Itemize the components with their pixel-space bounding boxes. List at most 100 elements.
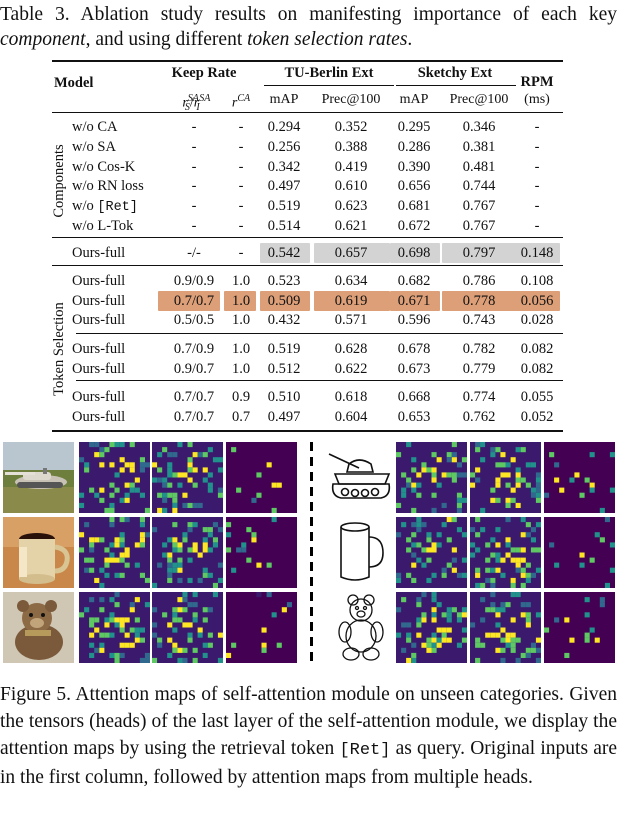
rs-sup: SA bbox=[187, 93, 199, 104]
cell-sk-map: 0.668 bbox=[397, 389, 431, 405]
table-caption-emphasis-component: component bbox=[0, 29, 86, 50]
photo-sketch-separator bbox=[310, 442, 313, 664]
cell-tu-map: 0.432 bbox=[267, 312, 301, 328]
cell-tu-map: 0.519 bbox=[267, 341, 301, 357]
attention-map-tile bbox=[79, 592, 150, 663]
sketch-tank bbox=[323, 442, 399, 513]
cell-model: w/o RN loss bbox=[72, 178, 144, 195]
highlight-rpm bbox=[514, 290, 560, 311]
tank-sketch-icon bbox=[328, 453, 391, 499]
ri-symbol: r bbox=[193, 95, 200, 111]
cell-sk-prec: 0.743 bbox=[462, 312, 496, 328]
cell-tu-prec: 0.604 bbox=[334, 408, 368, 425]
cell-sk-prec: 0.767 bbox=[462, 218, 496, 234]
cell-rca: 1.0 bbox=[231, 312, 251, 328]
header-sk-map: mAP bbox=[399, 92, 429, 107]
group-label-components: Components bbox=[51, 144, 67, 218]
mug-photo-icon bbox=[3, 517, 74, 588]
cell-model: Ours-full bbox=[72, 408, 126, 425]
table-caption-prefix: Table 3. Ablation study results on manif… bbox=[0, 4, 617, 25]
cell-sk-map: 0.390 bbox=[397, 158, 431, 175]
group-label-token-selection: Token Selection bbox=[51, 302, 67, 396]
cell-rca: - bbox=[238, 158, 244, 175]
cell-tu-map: 0.294 bbox=[267, 119, 301, 135]
cell-keep: 0.9/0.9 bbox=[173, 273, 215, 289]
cell-rca: - bbox=[238, 245, 244, 261]
cell-keep: 0.7/0.7 bbox=[173, 408, 215, 425]
cell-model: w/o Cos-K bbox=[72, 158, 136, 175]
header-sk-prec: Prec@100 bbox=[449, 92, 509, 107]
attention-map-tile bbox=[544, 592, 615, 663]
rca-symbol: r bbox=[231, 95, 238, 111]
cell-sk-map: 0.681 bbox=[397, 198, 431, 215]
cell-rpm: - bbox=[534, 178, 540, 195]
cell-keep: 0.7/0.7 bbox=[173, 389, 215, 405]
cell-tu-prec: 0.634 bbox=[334, 273, 368, 289]
cell-sk-prec: 0.744 bbox=[462, 178, 496, 195]
rs-symbol: r bbox=[182, 95, 188, 111]
highlight-rca bbox=[224, 290, 256, 311]
cell-rca: 1.0 bbox=[231, 341, 251, 357]
cell-tu-map: 0.512 bbox=[267, 360, 301, 377]
cell-sk-prec: 0.381 bbox=[462, 138, 496, 155]
cell-tu-map: 0.497 bbox=[267, 178, 301, 195]
header-rs-ri: rSAS/rSAI bbox=[156, 90, 226, 113]
photo-tank bbox=[3, 442, 74, 513]
table-caption-suffix: . bbox=[407, 29, 413, 50]
header-rpm: RPM bbox=[520, 74, 554, 90]
rs-sub: S bbox=[184, 102, 190, 114]
cell-tu-prec: 0.619 bbox=[334, 292, 368, 309]
photo-mug bbox=[3, 517, 74, 588]
cell-sk-map: 0.682 bbox=[397, 273, 431, 289]
cell-tu-map: 0.542 bbox=[267, 245, 301, 261]
cell-keep: -/- bbox=[187, 245, 201, 261]
cell-rpm: 0.108 bbox=[520, 273, 554, 289]
cell-rpm: 0.082 bbox=[520, 360, 554, 377]
highlight-sk_prec bbox=[442, 290, 518, 311]
cell-tu-map: 0.519 bbox=[267, 198, 301, 215]
cell-tu-map: 0.509 bbox=[267, 292, 301, 309]
ri-sub: I bbox=[196, 102, 200, 114]
cell-tu-map: 0.514 bbox=[267, 218, 301, 234]
highlight-tu_prec bbox=[314, 243, 390, 263]
ablation-table: Model Keep Rate TU-Berlin Ext Sketchy Ex… bbox=[51, 60, 563, 432]
cell-rpm: - bbox=[534, 218, 540, 234]
cell-sk-prec: 0.782 bbox=[462, 341, 496, 357]
cell-sk-prec: 0.778 bbox=[462, 292, 496, 309]
cell-sk-map: 0.596 bbox=[397, 312, 431, 328]
token-group-rule-1 bbox=[76, 333, 563, 334]
cell-sk-prec: 0.762 bbox=[462, 408, 496, 425]
cell-keep: 0.5/0.5 bbox=[173, 312, 215, 328]
sketchy-underline bbox=[396, 85, 516, 86]
figure-caption-text-1: Figure 5. Attention maps of self-attenti… bbox=[0, 684, 617, 759]
teddy-photo-icon bbox=[3, 592, 74, 663]
cell-sk-prec: 0.346 bbox=[462, 119, 496, 135]
cell-sk-map: 0.295 bbox=[397, 119, 431, 135]
highlight-sk_prec bbox=[442, 243, 518, 263]
cell-tu-prec: 0.657 bbox=[334, 245, 368, 261]
cell-tu-prec: 0.618 bbox=[334, 389, 368, 405]
header-model: Model bbox=[54, 75, 94, 91]
cell-keep: - bbox=[191, 119, 197, 135]
figure-caption: Figure 5. Attention maps of self-attenti… bbox=[0, 681, 617, 791]
cell-tu-prec: 0.352 bbox=[334, 119, 368, 135]
cell-model: Ours-full bbox=[72, 292, 126, 309]
cell-rpm: 0.082 bbox=[520, 341, 554, 357]
cell-model: w/o SA bbox=[72, 138, 116, 155]
cell-rca: 0.9 bbox=[231, 389, 251, 405]
cell-tu-prec: 0.621 bbox=[334, 218, 368, 234]
tank-photo-icon bbox=[3, 442, 74, 513]
header-rule bbox=[52, 112, 563, 113]
cell-tu-map: 0.523 bbox=[267, 273, 301, 289]
cell-model: Ours-full bbox=[72, 341, 126, 357]
table-top-rule bbox=[52, 60, 563, 62]
cell-rpm: - bbox=[534, 119, 540, 135]
figure-caption-ret-token: [Ret] bbox=[339, 741, 391, 760]
full-rule bbox=[52, 265, 563, 266]
cell-keep: - bbox=[191, 158, 197, 175]
attention-map-tile bbox=[226, 592, 297, 663]
highlight-tu_map bbox=[260, 243, 310, 263]
cell-rca: 1.0 bbox=[231, 360, 251, 377]
cell-sk-map: 0.673 bbox=[397, 360, 431, 377]
cell-sk-prec: 0.779 bbox=[462, 360, 496, 377]
